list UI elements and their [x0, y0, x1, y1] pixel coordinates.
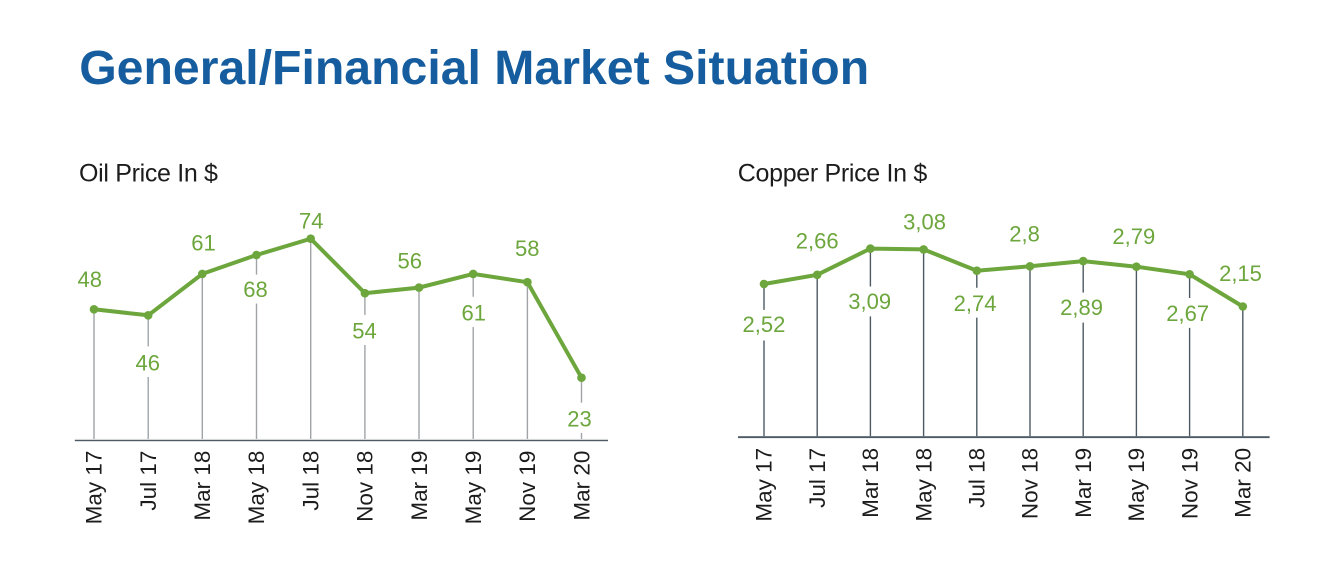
- svg-text:Nov 19: Nov 19: [515, 451, 540, 522]
- svg-text:May 17: May 17: [752, 448, 777, 522]
- svg-text:Mar 20: Mar 20: [569, 451, 594, 521]
- svg-text:Mar 19: Mar 19: [1071, 448, 1096, 518]
- svg-text:2,52: 2,52: [742, 312, 785, 337]
- svg-text:2,79: 2,79: [1112, 224, 1155, 249]
- svg-text:May 19: May 19: [1124, 448, 1149, 522]
- svg-text:3,09: 3,09: [848, 289, 891, 314]
- svg-text:Mar 18: Mar 18: [190, 451, 215, 521]
- svg-text:3,08: 3,08: [903, 210, 946, 235]
- svg-text:Nov 19: Nov 19: [1177, 448, 1202, 519]
- svg-text:23: 23: [567, 406, 591, 431]
- svg-text:74: 74: [299, 209, 323, 234]
- svg-text:May 18: May 18: [911, 448, 936, 522]
- svg-text:Copper Price In $: Copper Price In $: [738, 160, 928, 188]
- svg-text:Nov 18: Nov 18: [1018, 448, 1043, 519]
- svg-text:58: 58: [515, 236, 539, 261]
- svg-text:Nov 18: Nov 18: [353, 451, 378, 522]
- svg-text:2,8: 2,8: [1009, 222, 1040, 247]
- svg-text:May 19: May 19: [461, 451, 486, 525]
- svg-text:General/Financial Market Situa: General/Financial Market Situation: [79, 41, 869, 95]
- svg-text:68: 68: [243, 277, 267, 302]
- svg-text:Jul 18: Jul 18: [965, 448, 990, 508]
- svg-text:Mar 18: Mar 18: [858, 448, 883, 518]
- svg-text:46: 46: [136, 350, 160, 375]
- svg-text:2,89: 2,89: [1060, 295, 1103, 320]
- svg-text:Mar 20: Mar 20: [1231, 448, 1256, 518]
- svg-text:Jul 17: Jul 17: [805, 448, 830, 508]
- svg-text:May 18: May 18: [244, 451, 269, 525]
- svg-text:61: 61: [462, 301, 486, 326]
- svg-text:2,15: 2,15: [1219, 261, 1262, 286]
- svg-text:Jul 18: Jul 18: [298, 451, 323, 511]
- svg-text:2,66: 2,66: [796, 228, 839, 253]
- svg-text:2,67: 2,67: [1166, 301, 1209, 326]
- svg-text:Oil Price In $: Oil Price In $: [79, 159, 218, 187]
- svg-text:56: 56: [398, 248, 422, 273]
- svg-text:Mar 19: Mar 19: [407, 451, 432, 521]
- svg-text:61: 61: [191, 230, 215, 255]
- svg-text:48: 48: [78, 267, 102, 292]
- svg-text:Jul 17: Jul 17: [136, 451, 161, 511]
- svg-text:May 17: May 17: [82, 451, 107, 525]
- svg-text:54: 54: [352, 319, 376, 344]
- svg-text:2,74: 2,74: [954, 291, 997, 316]
